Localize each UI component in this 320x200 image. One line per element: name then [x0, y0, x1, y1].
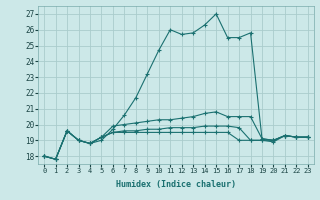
X-axis label: Humidex (Indice chaleur): Humidex (Indice chaleur)	[116, 180, 236, 189]
